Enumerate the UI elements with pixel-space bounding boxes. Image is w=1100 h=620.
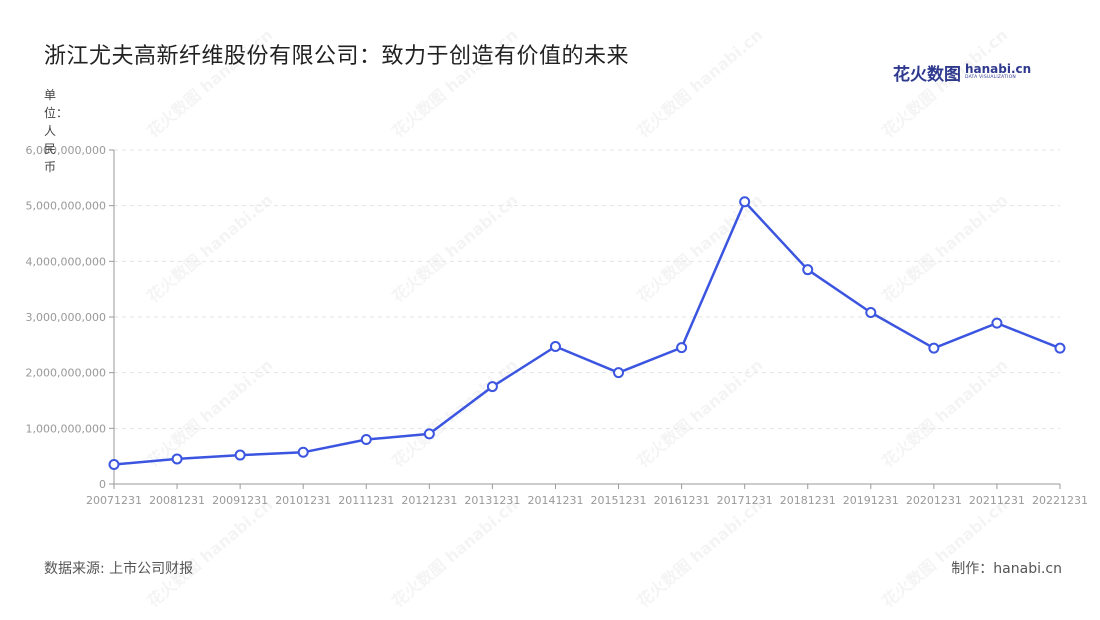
logo-en-block: hanabi.cn DATA VISUALIZATION bbox=[965, 63, 1031, 81]
logo-en-text: hanabi.cn bbox=[965, 62, 1032, 77]
data-point[interactable] bbox=[486, 381, 498, 393]
x-axis: 20071231 20081231 20091231 20101231 20111231… bbox=[86, 483, 1088, 507]
series-line bbox=[113, 200, 1061, 466]
data-point[interactable] bbox=[928, 342, 940, 354]
data-point[interactable] bbox=[802, 264, 814, 276]
x-tick-label: 20161231 bbox=[654, 494, 710, 507]
y-axis-unit-label: 单位：人民币 bbox=[44, 88, 69, 174]
logo-cn-text: 花火数图 bbox=[893, 64, 961, 85]
y-tick-label: 0 bbox=[99, 478, 106, 491]
data-point[interactable] bbox=[865, 307, 877, 319]
data-point[interactable] bbox=[108, 459, 120, 471]
x-tick-label: 20141231 bbox=[527, 494, 583, 507]
x-tick-label: 20131231 bbox=[464, 494, 520, 507]
y-tick-label: 1,000,000,000 bbox=[26, 422, 106, 435]
x-tick-label: 20071231 bbox=[86, 494, 142, 507]
x-tick-label: 20111231 bbox=[338, 494, 394, 507]
brand-logo: 花火数图 hanabi.cn DATA VISUALIZATION bbox=[893, 60, 1031, 84]
y-tick-label: 5,000,000,000 bbox=[26, 200, 106, 213]
data-point[interactable] bbox=[676, 342, 688, 354]
x-tick-label: 20101231 bbox=[275, 494, 331, 507]
logo-en-subtext: DATA VISUALIZATION bbox=[965, 75, 1016, 81]
maker-credit: 制作：hanabi.cn bbox=[951, 561, 1062, 577]
x-tick-label: 20171231 bbox=[717, 494, 773, 507]
data-point[interactable] bbox=[1054, 342, 1066, 354]
x-tick-label: 20181231 bbox=[780, 494, 836, 507]
data-point[interactable] bbox=[297, 446, 309, 458]
data-point[interactable] bbox=[423, 428, 435, 440]
y-tick-label: 6,000,000,000 bbox=[26, 144, 106, 157]
y-tick-label: 2,000,000,000 bbox=[26, 367, 106, 380]
x-tick-label: 20151231 bbox=[591, 494, 647, 507]
data-point[interactable] bbox=[549, 341, 561, 353]
y-tick-label: 3,000,000,000 bbox=[26, 311, 106, 324]
x-tick-label: 20091231 bbox=[212, 494, 268, 507]
data-point[interactable] bbox=[360, 433, 372, 445]
data-point[interactable] bbox=[613, 367, 625, 379]
data-points bbox=[108, 196, 1066, 471]
chart-title: 浙江尤夫高新纤维股份有限公司：致力于创造有价值的未来 bbox=[44, 44, 630, 69]
data-point[interactable] bbox=[991, 317, 1003, 329]
data-point[interactable] bbox=[234, 449, 246, 461]
data-point[interactable] bbox=[171, 453, 183, 465]
data-point[interactable] bbox=[739, 196, 751, 208]
x-tick-label: 20081231 bbox=[149, 494, 205, 507]
y-axis-ticks: 0 1,000,000,000 2,000,000,000 3,000,000,000… bbox=[26, 144, 115, 491]
x-tick-label: 20221231 bbox=[1032, 494, 1088, 507]
y-tick-label: 4,000,000,000 bbox=[26, 255, 106, 268]
x-tick-label: 20201231 bbox=[906, 494, 962, 507]
x-tick-label: 20211231 bbox=[969, 494, 1025, 507]
x-tick-label: 20121231 bbox=[401, 494, 457, 507]
data-source: 数据来源: 上市公司财报 bbox=[44, 561, 194, 577]
x-tick-label: 20191231 bbox=[843, 494, 899, 507]
grid-lines bbox=[114, 149, 1060, 429]
